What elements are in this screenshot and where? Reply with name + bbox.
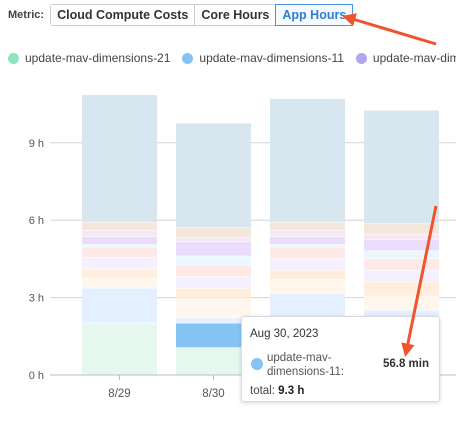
bar-segment <box>270 270 345 279</box>
y-tick-label: 6 h <box>29 215 44 227</box>
bar-segment <box>82 236 157 245</box>
bar-segment <box>176 238 251 242</box>
tooltip-series-value: 56.8 min <box>382 358 429 370</box>
bar-segment <box>364 234 439 239</box>
bar-segment <box>270 236 345 245</box>
legend-item[interactable]: update-mav-dimensi <box>355 51 456 65</box>
bar-segment <box>270 279 345 294</box>
tooltip-total: total: 9.3 h <box>250 385 304 397</box>
bar-segment <box>176 123 251 228</box>
tooltip-total-value: 9.3 h <box>278 385 305 397</box>
bar-segment <box>364 296 439 310</box>
metric-label: Metric: <box>8 9 45 21</box>
bar-segment <box>176 227 251 238</box>
bar-segment <box>364 251 439 259</box>
y-tick-label: 9 h <box>29 138 44 150</box>
y-tick-label: 0 h <box>29 370 44 382</box>
legend-item[interactable]: update-mav-dimensions-11 <box>182 51 344 65</box>
chart-legend: update-mav-dimensions-21 update-mav-dime… <box>8 50 456 66</box>
legend-label: update-mav-dimensions-21 <box>25 51 171 65</box>
legend-label: update-mav-dimensions-11 <box>199 51 344 65</box>
bar-segment <box>270 244 345 247</box>
bar-segment <box>364 258 439 270</box>
tooltip-series-dot <box>251 358 263 370</box>
bar-segment <box>364 239 439 251</box>
metric-option-core-hours[interactable]: Core Hours <box>195 5 277 25</box>
bar-segment <box>82 230 157 237</box>
tooltip-series-name: update-mav-dimensions-11: <box>267 352 345 378</box>
bar-segment <box>82 269 157 278</box>
bar-segment <box>176 265 251 277</box>
bar-segment <box>82 278 157 288</box>
bar-segment <box>82 323 157 375</box>
legend-label: update-mav-dimensi <box>372 51 456 65</box>
legend-color-dot <box>182 52 194 64</box>
bar-segment <box>270 98 345 223</box>
bar-segment <box>270 258 345 270</box>
legend-color-dot <box>355 52 367 64</box>
bar-segment <box>82 222 157 230</box>
bar-segment <box>176 347 251 375</box>
bar-segment <box>176 318 251 323</box>
bar-segment <box>270 222 345 230</box>
chart-tooltip: Aug 30, 2023 update-mav-dimensions-11: 5… <box>241 316 440 402</box>
metric-option-cloud-compute-costs[interactable]: Cloud Compute Costs <box>51 5 196 25</box>
bar-segment <box>270 230 345 237</box>
bar-segment <box>364 282 439 296</box>
y-tick-label: 3 h <box>29 293 44 305</box>
tooltip-total-label: total: <box>250 385 275 397</box>
tooltip-date: Aug 30, 2023 <box>250 328 319 340</box>
bar-segment <box>176 256 251 265</box>
bar-segment <box>82 257 157 269</box>
bar-segment <box>82 244 157 247</box>
bar-segment <box>176 276 251 288</box>
x-tick-label: 8/30 <box>202 388 224 400</box>
bar-segment <box>364 110 439 224</box>
bar-segment <box>82 247 157 258</box>
bar-segment <box>364 224 439 234</box>
bar-segment <box>176 288 251 297</box>
legend-item[interactable]: update-mav-dimensions-21 <box>8 51 170 65</box>
bar-segment <box>82 288 157 323</box>
bar-segment-highlighted <box>176 323 251 348</box>
x-tick-label: 8/29 <box>108 388 130 400</box>
bar-segment <box>176 242 251 256</box>
bar-segment <box>176 297 251 318</box>
bar-segment <box>270 247 345 259</box>
legend-color-dot <box>8 52 19 64</box>
bar-segment <box>364 270 439 282</box>
bar-segment <box>82 95 157 223</box>
